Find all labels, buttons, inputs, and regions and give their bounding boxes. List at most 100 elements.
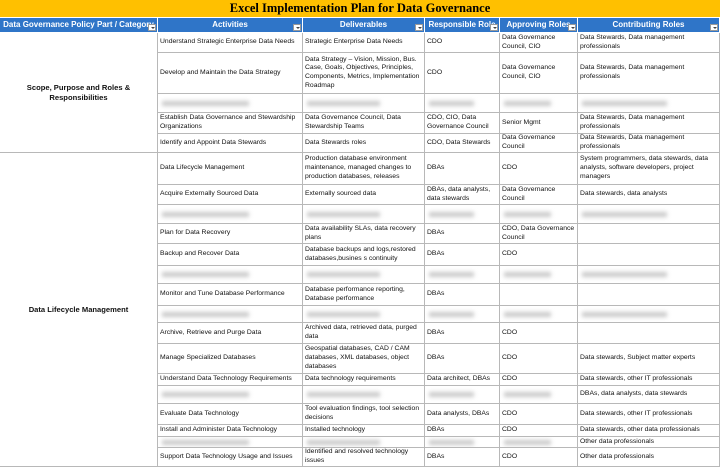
table-cell — [158, 94, 303, 113]
redacted-text — [582, 100, 668, 106]
redacted-text — [307, 439, 381, 445]
category-cell: Scope, Purpose and Roles & Responsibilit… — [0, 33, 158, 153]
redacted-text — [162, 439, 249, 445]
redacted-text — [429, 100, 474, 106]
table-cell — [158, 386, 303, 404]
table-cell: CDO — [500, 323, 578, 344]
table-cell: Archive, Retrieve and Purge Data — [158, 323, 303, 344]
table-cell — [500, 386, 578, 404]
table-cell — [303, 205, 425, 224]
table-cell — [578, 306, 720, 323]
table-cell — [425, 266, 500, 284]
table-cell: CDO — [500, 244, 578, 266]
redacted-text — [429, 439, 474, 445]
redacted-text — [504, 439, 551, 445]
redacted-text — [582, 272, 668, 277]
table-cell: DBAs — [425, 323, 500, 344]
table-cell: CDO — [500, 344, 578, 374]
table-cell — [500, 437, 578, 448]
redacted-text — [429, 311, 474, 317]
sheet-title: Excel Implementation Plan for Data Gover… — [0, 0, 720, 18]
table-cell: Geospatial databases, CAD / CAM database… — [303, 344, 425, 374]
table-cell: Data Governance Council, CIO — [500, 53, 578, 94]
table-cell: Data stewards, data analysts — [578, 185, 720, 205]
filter-button[interactable] — [415, 24, 423, 31]
redacted-text — [307, 392, 381, 397]
table-cell — [578, 266, 720, 284]
table-cell — [578, 94, 720, 113]
redacted-text — [162, 100, 249, 106]
filter-button[interactable] — [490, 24, 498, 31]
table-cell — [303, 386, 425, 404]
redacted-text — [429, 272, 474, 277]
table-cell: Establish Data Governance and Stewardshi… — [158, 113, 303, 134]
table-cell: Data Stewards, Data management professio… — [578, 33, 720, 53]
table-cell: Data Governance Council — [500, 134, 578, 153]
table-cell: Backup and Recover Data — [158, 244, 303, 266]
table-cell: Data analysts, DBAs — [425, 404, 500, 425]
category-cell: Data Lifecycle Management — [0, 153, 158, 467]
table-cell: Archived data, retrieved data, purged da… — [303, 323, 425, 344]
table-cell: Data stewards, other IT professionals — [578, 404, 720, 425]
filter-button[interactable] — [148, 24, 156, 31]
table-cell — [158, 266, 303, 284]
table-cell: CDO — [500, 425, 578, 437]
redacted-text — [162, 272, 249, 277]
table-cell — [158, 306, 303, 323]
table-cell: System programmers, data stewards, data … — [578, 153, 720, 185]
table-cell: DBAs, data analysts, data stewards — [425, 185, 500, 205]
table-cell: Manage Specialized Databases — [158, 344, 303, 374]
filter-button[interactable] — [710, 24, 718, 31]
column-header: Activities — [158, 18, 303, 33]
redacted-text — [307, 100, 381, 106]
table-cell — [500, 266, 578, 284]
table-cell: DBAs — [425, 244, 500, 266]
table-cell: Tool evaluation findings, tool selection… — [303, 404, 425, 425]
filter-button[interactable] — [293, 24, 301, 31]
table-cell: Externally sourced data — [303, 185, 425, 205]
table-cell: CDO — [425, 53, 500, 94]
table-cell — [578, 244, 720, 266]
redacted-text — [504, 211, 551, 217]
redacted-text — [162, 211, 249, 217]
table-cell — [578, 284, 720, 306]
table-cell: Data stewards, other IT professionals — [578, 374, 720, 386]
redacted-text — [307, 272, 381, 277]
table-cell — [425, 306, 500, 323]
table-cell: CDO — [500, 374, 578, 386]
table-cell: DBAs, data analysts, data stewards — [578, 386, 720, 404]
table-cell: Support Data Technology Usage and Issues — [158, 448, 303, 467]
table-cell: Data Stewards, Data management professio… — [578, 134, 720, 153]
table-cell — [158, 437, 303, 448]
table-cell: DBAs — [425, 425, 500, 437]
redacted-text — [504, 392, 551, 397]
table-cell — [500, 306, 578, 323]
table-cell — [500, 205, 578, 224]
table-cell: Production database environment maintena… — [303, 153, 425, 185]
table-cell: Data stewards, other data professionals — [578, 425, 720, 437]
table-cell: Database backups and logs,restored datab… — [303, 244, 425, 266]
redacted-text — [307, 211, 381, 217]
redacted-text — [429, 211, 474, 217]
table-cell: CDO — [425, 33, 500, 53]
table-cell: Data Governance Council, Data Stewardshi… — [303, 113, 425, 134]
table-cell: CDO — [500, 448, 578, 467]
table-cell — [425, 437, 500, 448]
redacted-text — [504, 272, 551, 277]
table-cell: DBAs — [425, 344, 500, 374]
table-cell: Other data professionals — [578, 437, 720, 448]
table-cell: Data Governance Council, CIO — [500, 33, 578, 53]
table-cell: Data Stewards, Data management professio… — [578, 53, 720, 94]
redacted-text — [162, 311, 249, 317]
table-cell: DBAs — [425, 153, 500, 185]
table-cell: DBAs — [425, 284, 500, 306]
table-cell: Installed technology — [303, 425, 425, 437]
table-cell — [500, 94, 578, 113]
table-cell: Identify and Appoint Data Stewards — [158, 134, 303, 153]
filter-button[interactable] — [568, 24, 576, 31]
table-cell: CDO, Data Stewards — [425, 134, 500, 153]
table-cell: Data Strategy – Vision, Mission, Bus. Ca… — [303, 53, 425, 94]
table-cell — [303, 266, 425, 284]
table-cell: Data stewards, Subject matter experts — [578, 344, 720, 374]
